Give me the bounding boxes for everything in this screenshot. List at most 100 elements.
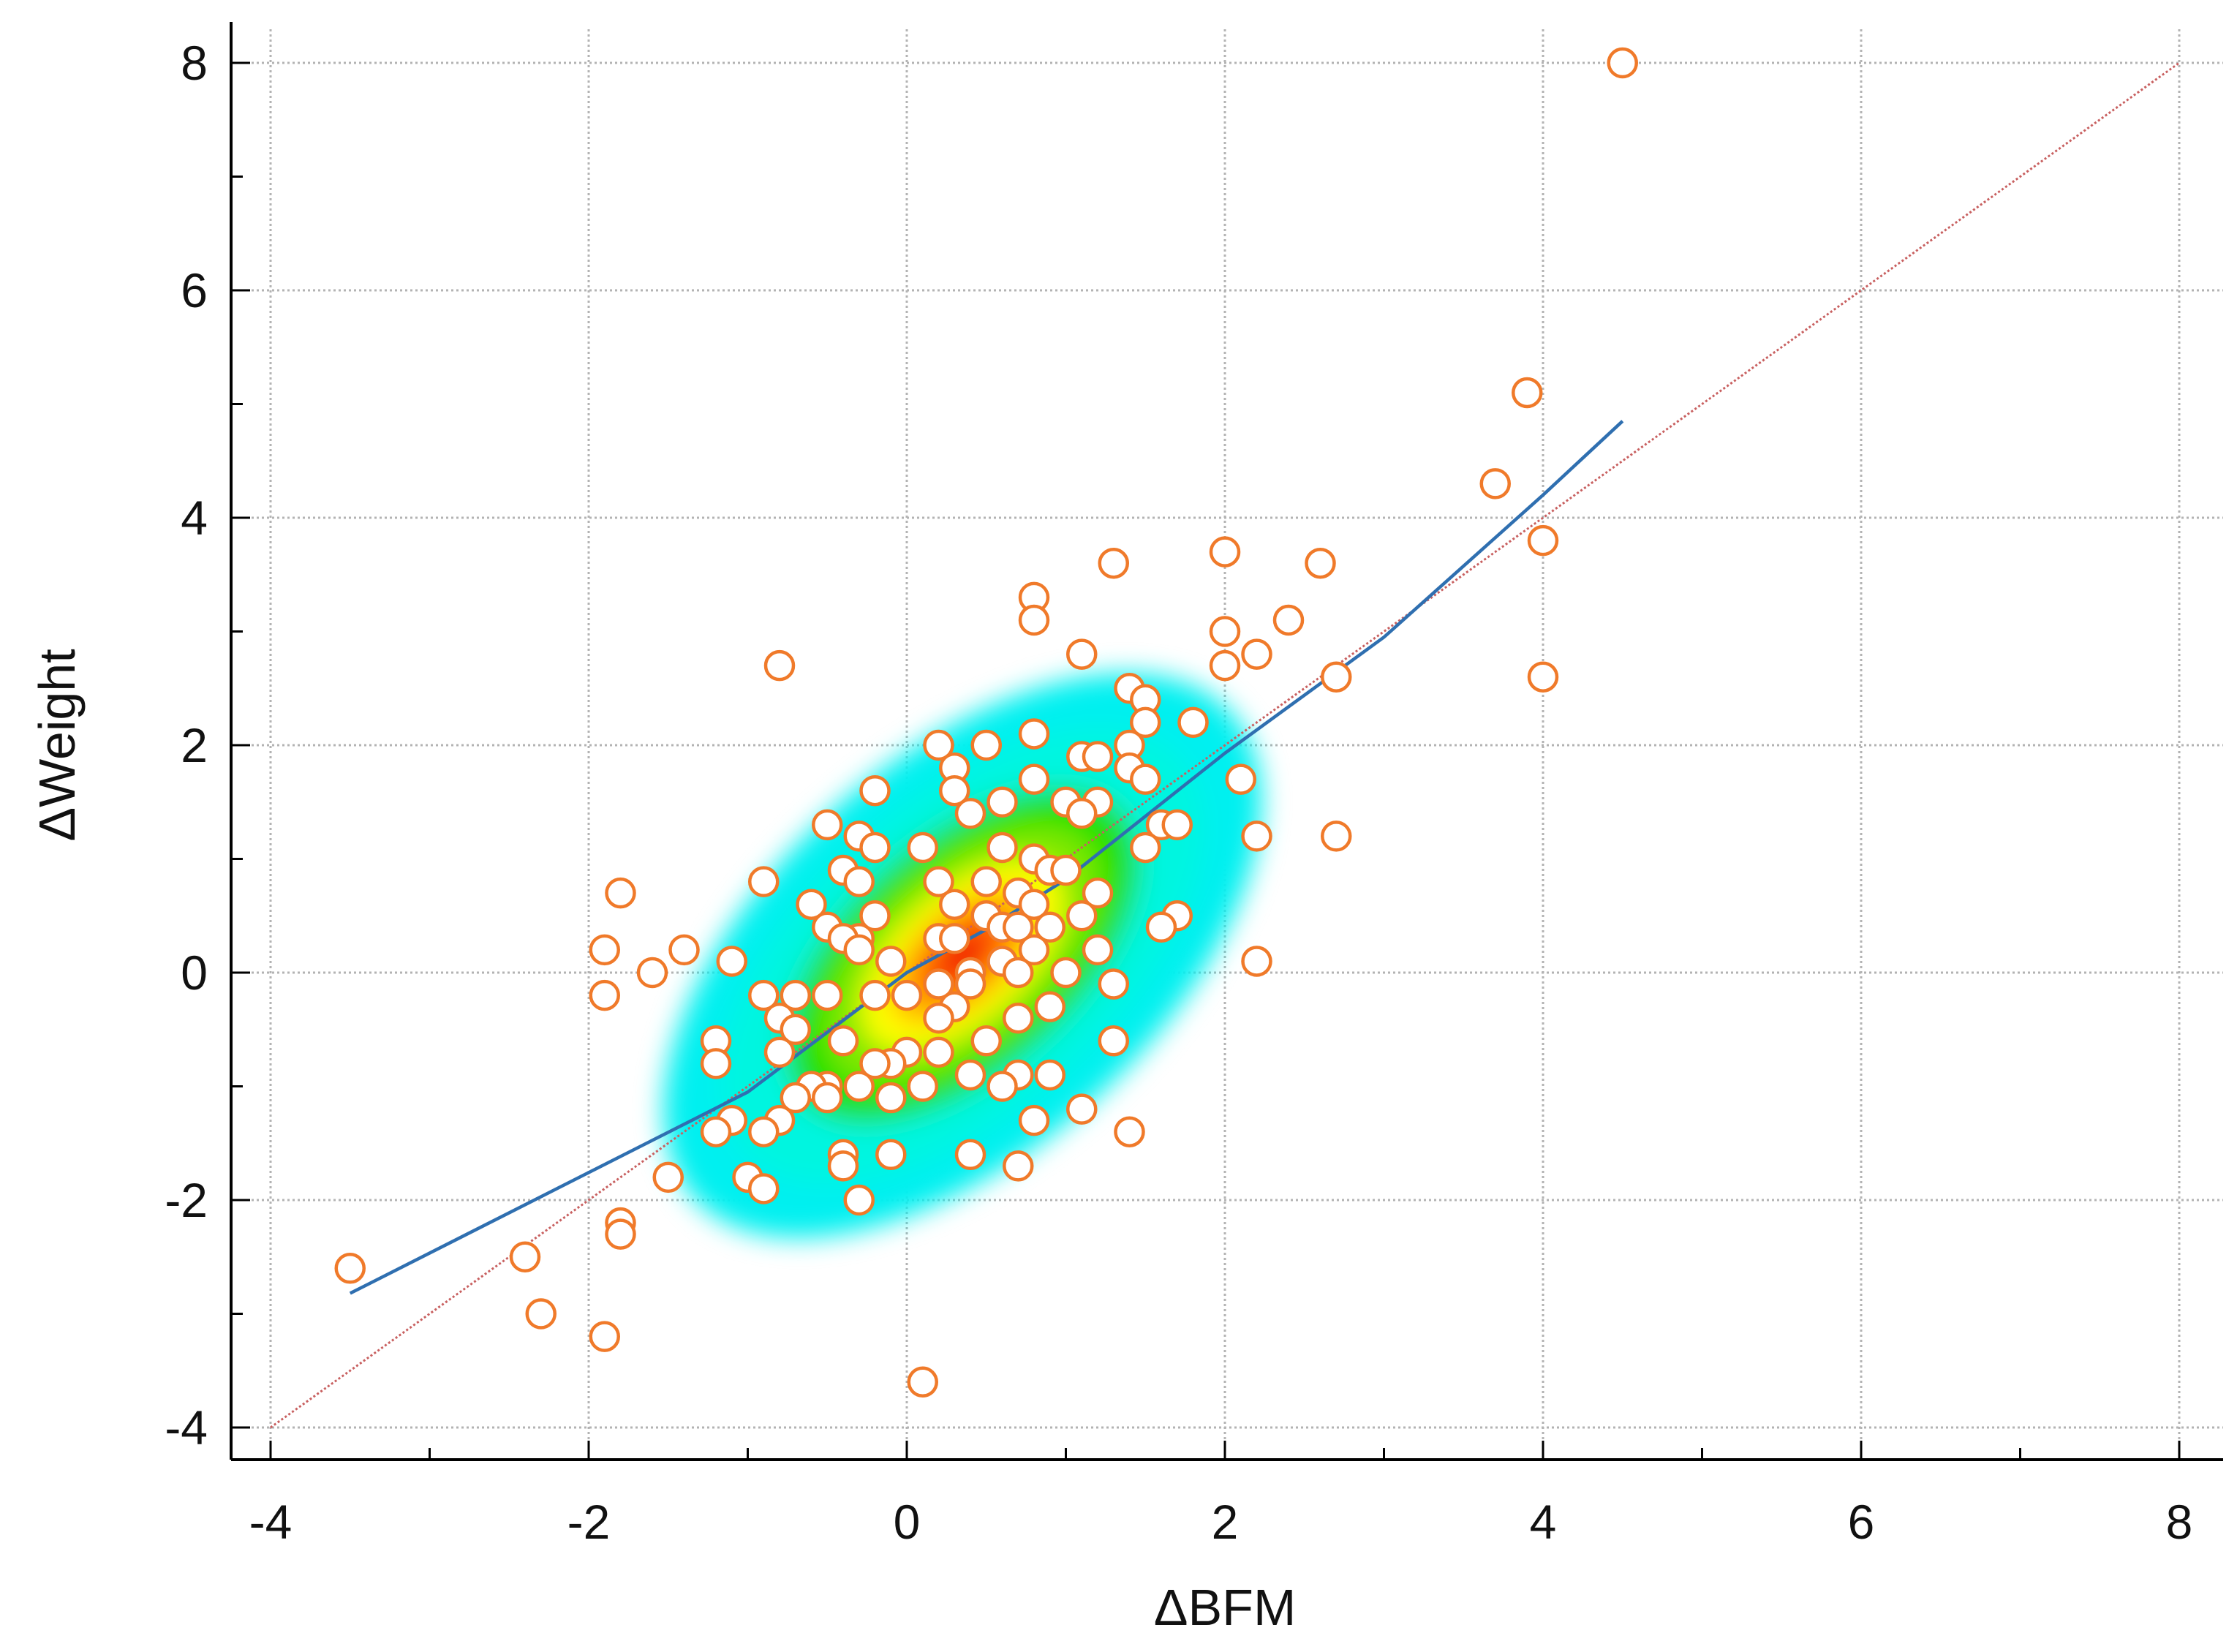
data-point [843, 1071, 875, 1102]
data-point [970, 866, 1002, 897]
data-point [763, 1036, 796, 1068]
data-point [1321, 661, 1352, 693]
x-tick-label: -2 [567, 1495, 611, 1549]
data-point [1130, 706, 1161, 739]
data-point [939, 774, 970, 807]
data-point [1018, 763, 1050, 795]
data-point [1272, 604, 1305, 636]
data-point [1018, 604, 1050, 636]
data-point [1145, 911, 1177, 943]
data-point [668, 934, 700, 966]
data-point [525, 1298, 557, 1329]
data-point [1018, 1104, 1050, 1136]
data-point [1321, 821, 1352, 852]
data-point [1209, 616, 1241, 647]
data-point [1209, 649, 1241, 682]
data-point [812, 1082, 843, 1114]
data-point [923, 1002, 954, 1034]
data-point [987, 831, 1018, 864]
data-point [1177, 706, 1209, 739]
data-point [1241, 946, 1272, 977]
data-point [716, 946, 747, 977]
data-point [1209, 536, 1241, 567]
data-point [954, 1139, 987, 1171]
x-tick-label: 8 [2166, 1495, 2193, 1549]
data-point [748, 979, 780, 1011]
data-point [1130, 831, 1161, 864]
data-point [859, 900, 891, 932]
data-point [987, 786, 1018, 818]
data-point [589, 979, 620, 1011]
data-point [1479, 468, 1511, 499]
data-point [652, 1161, 684, 1193]
y-tick-label: 4 [181, 491, 208, 545]
data-point [1305, 547, 1336, 579]
data-point [1050, 854, 1082, 886]
data-point [636, 957, 668, 989]
x-tick-label: 4 [1530, 1495, 1557, 1549]
y-tick-label: 6 [181, 263, 208, 317]
data-point [859, 1048, 891, 1079]
scatter-points [334, 47, 1638, 1398]
data-point [843, 934, 875, 966]
data-point [605, 1218, 636, 1250]
data-point [891, 979, 923, 1011]
data-point [954, 1059, 987, 1091]
data-point [812, 809, 843, 841]
data-point [1512, 377, 1543, 409]
data-point [923, 1036, 954, 1068]
data-point [1066, 900, 1098, 932]
data-point [954, 798, 987, 829]
data-point [1003, 911, 1034, 943]
data-point [780, 1082, 811, 1114]
data-point [748, 1116, 780, 1147]
data-point [509, 1241, 541, 1272]
data-point [859, 979, 891, 1011]
data-point [923, 968, 954, 1000]
data-point [1114, 1116, 1145, 1147]
data-point [970, 729, 1002, 761]
data-point [1066, 638, 1098, 670]
data-point [1066, 798, 1098, 829]
data-point [812, 979, 843, 1011]
data-point [954, 968, 987, 1000]
data-point [1527, 661, 1559, 693]
data-point [970, 1025, 1002, 1057]
data-point [1241, 821, 1272, 852]
data-point [589, 934, 620, 966]
data-point [748, 1173, 780, 1204]
data-point [780, 979, 811, 1011]
y-tick-label: 2 [181, 718, 208, 772]
data-point [1018, 934, 1050, 966]
data-point [1066, 1093, 1098, 1125]
data-point [1607, 47, 1638, 79]
x-tick-label: 0 [894, 1495, 921, 1549]
data-point [796, 889, 827, 920]
data-point [1082, 934, 1114, 966]
y-tick-label: 8 [181, 36, 208, 90]
axes [230, 22, 2223, 1461]
data-point [763, 649, 796, 682]
data-point [1034, 1059, 1065, 1091]
data-point [1082, 741, 1114, 772]
x-tick-label: -4 [249, 1495, 293, 1549]
data-point [780, 1014, 811, 1045]
y-tick-label: -2 [165, 1173, 208, 1227]
y-tick-label: 0 [181, 946, 208, 1000]
x-axis-title: ΔBFM [1154, 1579, 1297, 1636]
data-point [1003, 1150, 1034, 1182]
data-point [907, 1366, 938, 1398]
data-point [1241, 638, 1272, 670]
data-point [923, 729, 954, 761]
data-point [843, 1184, 875, 1216]
data-point [1527, 524, 1559, 557]
data-point [1034, 911, 1065, 943]
data-point [1003, 957, 1034, 989]
data-point [1098, 547, 1129, 579]
x-tick-label: 2 [1212, 1495, 1239, 1549]
data-point [827, 1025, 859, 1057]
data-point [859, 831, 891, 864]
data-point [1050, 957, 1082, 989]
data-point [700, 1116, 732, 1147]
identity-line [270, 61, 2180, 1429]
